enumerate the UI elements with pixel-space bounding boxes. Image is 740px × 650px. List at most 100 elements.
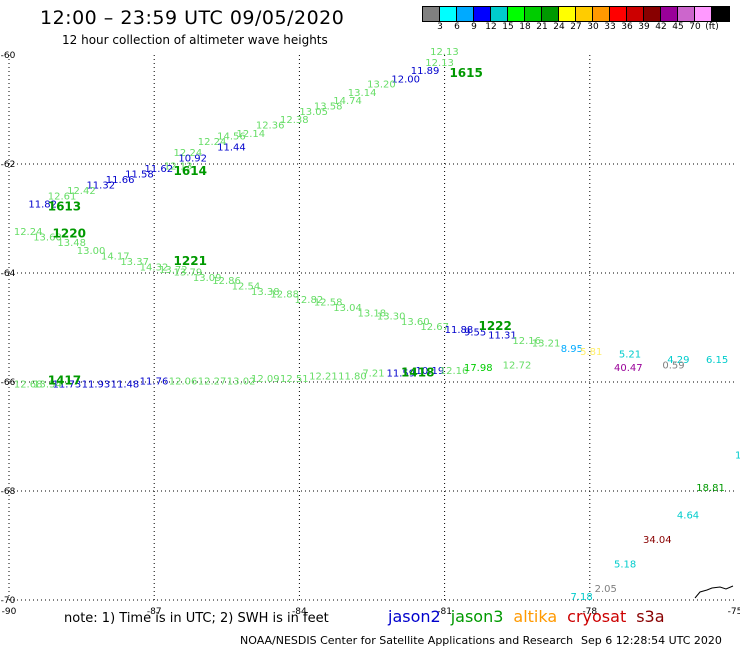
wave-height-point: 13.54 [33,379,62,390]
wave-height-point: 13.30 [377,311,406,322]
x-tick-label: -90 [2,607,17,617]
wave-height-point: 13.60 [401,317,430,328]
wave-height-point: 18.81 [696,483,725,494]
wave-height-point: 11.58 [125,170,154,181]
colorbar-label: 42 [655,22,667,32]
wave-height-point: 11.32 [86,181,115,192]
wave-height-point: 12.27 [198,377,227,388]
wave-height-point: 12.16 [512,336,541,347]
y-tick-label: -62 [1,160,16,170]
pass-time-label: 1615 [449,66,482,80]
wave-height-point: 12.82 [295,295,324,306]
colorbar-swatch [576,7,593,21]
wave-height-point: 14.56 [217,131,246,142]
wave-height-point: 11.31 [488,330,517,341]
pass-time-label: 1613 [48,199,81,213]
wave-height-point: 0.59 [662,360,684,371]
colorbar-label: 30 [587,22,599,32]
wave-height-point: 7.18 [570,592,592,603]
wave-height-point: 12.67 [420,322,449,333]
x-tick-label: -84 [292,607,307,617]
wave-height-point: 11.80 [338,371,367,382]
wave-height-point: 13.05 [299,107,328,118]
pass-time-label: 1418 [401,366,434,380]
wave-height-point: 13.48 [57,238,86,249]
wave-height-point: 13.38 [251,287,280,298]
wave-height-point: 13.04 [333,303,362,314]
x-tick-label: -87 [147,607,162,617]
colorbar-swatch [661,7,678,21]
y-tick-label: -60 [1,51,16,61]
wave-height-point: 12.42 [67,186,96,197]
wave-height-point: 12.13 [164,161,193,172]
wave-height-point: 8.95 [561,344,583,355]
colorbar-swatch [627,7,644,21]
pass-time-label: 1417 [48,374,81,388]
wave-height-point: 12.88 [270,290,299,301]
wave-height-point: 12.68 [14,379,43,390]
colorbar-label: 27 [570,22,582,32]
colorbar-label: 18 [519,22,531,32]
pass-time-label: 1222 [478,319,511,333]
wave-height-point: 12.36 [256,121,285,132]
wave-height-point: 12.58 [314,298,343,309]
footer-note: note: 1) Time is in UTC; 2) SWH is in fe… [64,611,329,626]
legend-entry-jason2: jason2 [388,607,441,626]
colorbar-label: 3 [437,22,443,32]
wave-height-point: 11.73 [53,379,82,390]
wave-height-point: 9.55 [464,328,486,339]
wave-height-point: 13.37 [120,257,149,268]
colorbar-swatch [457,7,474,21]
wave-height-point: 12.06 [169,377,198,388]
colorbar-label: 33 [604,22,616,32]
wave-height-point: 12.24 [174,148,203,159]
wave-height-point: 13.02 [227,377,256,388]
wave-height-point: 12.09 [251,374,280,385]
wave-height-point: 12.16 [440,366,469,377]
wave-height-point: 11.93 [82,379,111,390]
legend-entry-jason3: jason3 [450,607,504,626]
wave-height-point: 17.98 [464,363,493,374]
wave-height-point: 12.86 [212,276,241,287]
colorbar-swatch [559,7,576,21]
coastline [694,585,734,599]
wave-height-point: 13.18 [357,309,386,320]
colorbar-swatch [491,7,508,21]
colorbar-swatch [525,7,542,21]
wave-height-point: 12.72 [503,360,532,371]
wave-height-point: 11.48 [111,379,140,390]
page-title: 12:00 – 23:59 UTC 09/05/2020 [40,7,345,29]
colorbar-swatch [542,7,559,21]
colorbar-swatch [474,7,491,21]
colorbar-label: 24 [553,22,565,32]
wave-height-point: 12.51 [280,374,309,385]
y-tick-label: -64 [1,269,16,279]
wave-height-point: 11.76 [140,377,169,388]
wave-height-point: 13.21 [532,339,561,350]
colorbar-label: (ft) [705,22,719,32]
wave-height-point: 13.20 [367,80,396,91]
wave-height-point: 12.13 [425,58,454,69]
colorbar-label: 36 [621,22,633,32]
wave-height-point: 13.14 [348,88,377,99]
wave-height-point: 40.47 [614,363,643,374]
wave-height-point: 12.24 [14,227,43,238]
wave-height-point: 13.72 [159,265,188,276]
colorbar-label: 12 [485,22,497,32]
wave-height-point: 4.29 [667,355,689,366]
wave-height-point: 10.19 [416,366,445,377]
pass-time-label: 1614 [174,164,207,178]
wave-height-point: 13.60 [33,232,62,243]
pass-time-label: 1221 [174,254,207,268]
colorbar-swatch [593,7,610,21]
wave-height-point: 12.61 [48,191,77,202]
wave-height-point: 1 [735,450,740,461]
y-tick-label: -68 [1,487,16,497]
colorbar-swatch [610,7,627,21]
wave-height-point: 10.92 [178,153,207,164]
colorbar-label: 21 [536,22,548,32]
wave-height-point: 11.88 [445,325,474,336]
satellite-legend: jason2 jason3 altika cryosat s3a [388,607,675,626]
wave-height-point: 13.00 [77,246,106,257]
wave-height-point: 11.59 [387,369,416,380]
